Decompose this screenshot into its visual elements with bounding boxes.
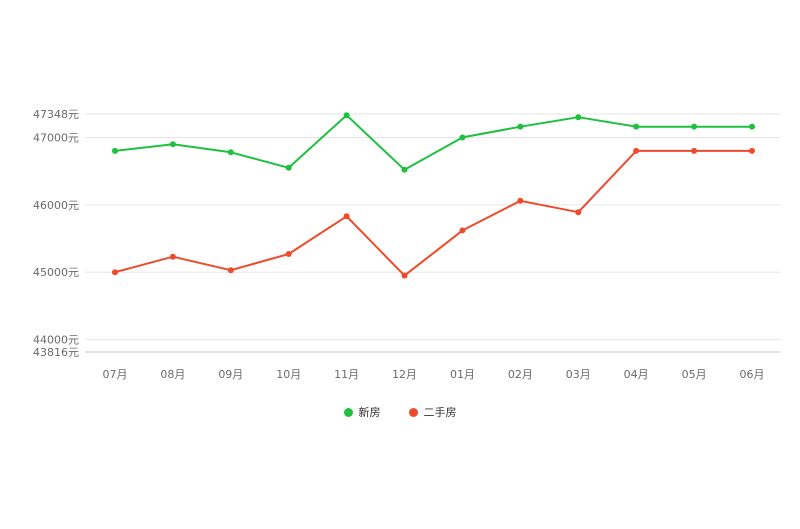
x-tick-label: 02月: [508, 368, 533, 381]
series-lines: [112, 112, 755, 279]
x-tick-label: 03月: [566, 368, 591, 381]
y-tick-label: 47348元: [33, 108, 79, 121]
x-tick-label: 06月: [740, 368, 765, 381]
data-point[interactable]: [401, 166, 408, 173]
legend-dot-second-hand: [408, 407, 418, 417]
legend-label-second-hand: 二手房: [423, 406, 457, 419]
data-point[interactable]: [575, 209, 582, 216]
data-point[interactable]: [227, 267, 234, 274]
series-1: [112, 147, 755, 279]
series-line: [114, 149, 752, 277]
x-tick-label: 01月: [450, 368, 475, 381]
data-point[interactable]: [169, 141, 176, 148]
data-point[interactable]: [285, 164, 292, 171]
legend-item-second-hand[interactable]: 二手房: [408, 404, 457, 420]
data-point[interactable]: [517, 123, 524, 130]
data-point[interactable]: [749, 123, 755, 130]
data-point[interactable]: [112, 269, 118, 276]
x-tick-label: 11月: [334, 368, 359, 381]
y-tick-label: 46000元: [33, 199, 79, 212]
data-point[interactable]: [749, 147, 755, 154]
x-axis-ticks: 07月 08月 09月 10月 11月 12月 01月 02月 03月 04月 05月 06月: [103, 368, 765, 381]
series-line: [114, 114, 752, 171]
legend-dot-new-house: [343, 407, 353, 417]
data-point[interactable]: [575, 114, 582, 121]
data-point[interactable]: [691, 147, 698, 154]
legend: 新房 二手房: [0, 404, 800, 420]
x-tick-label: 07月: [103, 368, 128, 381]
series-0: [112, 112, 755, 173]
data-point[interactable]: [401, 272, 408, 279]
grid-lines: [85, 113, 780, 341]
x-tick-label: 10月: [276, 368, 301, 381]
data-point[interactable]: [169, 253, 176, 260]
y-tick-label: 45000元: [33, 266, 79, 279]
y-tick-label: 44000元: [33, 334, 79, 347]
y-tick-label: 43816元: [33, 346, 79, 359]
x-tick-label: 12月: [392, 368, 417, 381]
data-point[interactable]: [343, 213, 350, 220]
y-tick-label: 47000元: [33, 131, 79, 144]
data-point[interactable]: [285, 251, 292, 258]
data-point[interactable]: [112, 147, 118, 154]
data-point[interactable]: [459, 227, 466, 234]
data-point[interactable]: [633, 147, 640, 154]
data-point[interactable]: [459, 134, 466, 141]
data-point[interactable]: [227, 149, 234, 156]
data-point[interactable]: [343, 112, 350, 119]
x-tick-label: 09月: [218, 368, 243, 381]
data-point[interactable]: [517, 197, 524, 204]
legend-label-new-house: 新房: [358, 406, 381, 419]
x-tick-label: 08月: [160, 368, 185, 381]
data-point[interactable]: [691, 123, 698, 130]
x-tick-label: 05月: [682, 368, 707, 381]
data-point[interactable]: [633, 123, 640, 130]
x-tick-label: 04月: [624, 368, 649, 381]
legend-item-new-house[interactable]: 新房: [343, 404, 381, 420]
